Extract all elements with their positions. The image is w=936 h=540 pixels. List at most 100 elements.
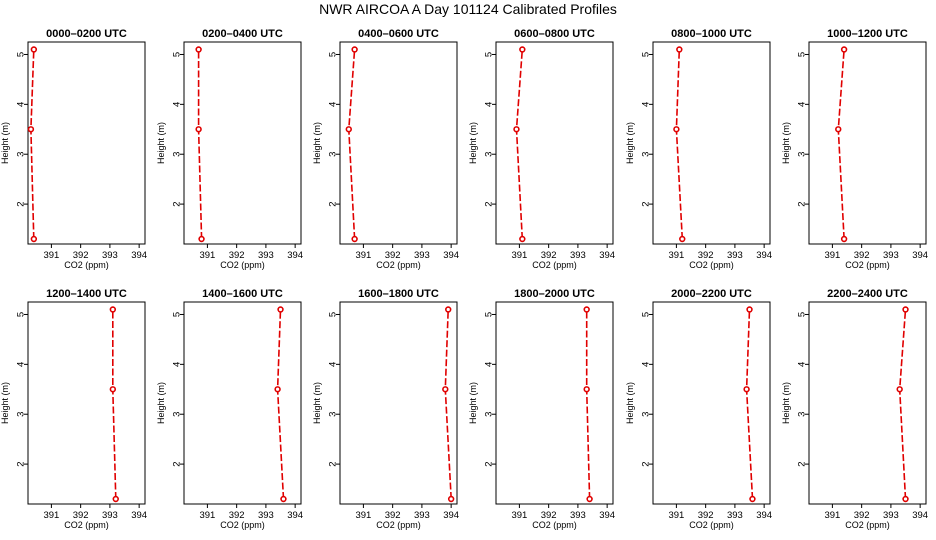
data-point [840,46,848,53]
plot-frame [339,41,458,245]
x-tick-label: 392 [854,250,870,261]
x-tick-label: 394 [756,510,772,521]
x-tick-label: 393 [102,510,118,521]
y-tick-label: 2 [327,461,338,466]
data-point [445,306,452,313]
data-point [583,306,590,313]
data-point [442,386,449,393]
y-tick-label: 2 [640,201,651,206]
x-tick-label: 393 [883,510,899,521]
plot-frame [808,301,927,505]
x-tick-label: 392 [698,250,714,261]
y-tick-label: 2 [15,201,26,206]
y-axis-label: Height (m) [0,382,10,424]
data-point [198,235,205,243]
x-axis-label: CO2 (ppm) [64,260,109,270]
x-tick-label: 392 [541,510,557,521]
x-axis-label: CO2 (ppm) [689,260,734,270]
x-tick-label: 392 [698,510,714,521]
x-tick-label: 393 [727,510,743,521]
x-tick-label: 394 [756,250,772,261]
y-tick-label: 5 [640,312,651,317]
panel-title: 0600–0800 UTC [514,28,595,40]
x-tick-label: 392 [385,510,401,521]
panel-title: 1400–1600 UTC [202,288,283,300]
profile-line [444,309,452,500]
profile-line [745,309,754,500]
data-point [280,495,287,503]
y-tick-label: 5 [171,52,182,57]
panel-3: 0400–0600 UTC 391 392 393 394 2 3 4 5 CO2 (ppm) He… [312,28,459,270]
x-tick-label: 392 [541,250,557,261]
panel-title: 0200–0400 UTC [202,28,283,40]
data-point [447,495,455,503]
data-point [586,495,593,503]
data-point [749,495,756,503]
y-axis-label: Height (m) [781,122,791,164]
x-tick-label: 393 [883,250,899,261]
plot-frame [339,301,458,505]
x-axis-label: CO2 (ppm) [845,520,890,530]
y-tick-label: 3 [171,152,182,157]
y-axis-label: Height (m) [468,382,478,424]
panel-title: 2200–2400 UTC [827,288,908,300]
panel-8: 1400–1600 UTC 391 392 393 394 2 3 4 5 CO2 (ppm) He… [156,288,303,530]
y-tick-label: 3 [640,152,651,157]
data-point [513,126,520,133]
y-axis-label: Height (m) [0,122,10,164]
panel-title: 0000–0200 UTC [46,28,127,40]
data-point [27,126,35,133]
y-tick-label: 2 [796,461,807,466]
x-tick-label: 394 [912,250,928,261]
y-tick-label: 3 [15,152,26,157]
y-tick-label: 4 [483,102,494,107]
y-tick-label: 5 [327,312,338,317]
data-point [195,126,202,133]
x-tick-label: 393 [570,510,586,521]
x-axis-label: CO2 (ppm) [845,260,890,270]
x-tick-label: 394 [912,510,928,521]
y-tick-label: 2 [483,201,494,206]
panel-title: 1000–1200 UTC [827,28,908,40]
panel-title: 1600–1800 UTC [358,288,439,300]
panel-6: 1000–1200 UTC 391 392 393 394 2 3 4 5 CO2 (ppm) He… [781,28,928,270]
y-axis-label: Height (m) [312,382,322,424]
y-tick-label: 5 [796,312,807,317]
y-tick-label: 4 [483,362,494,367]
profile-line [675,49,684,240]
x-axis-label: CO2 (ppm) [220,520,265,530]
data-point [274,386,281,393]
y-tick-label: 3 [327,412,338,417]
y-tick-label: 2 [171,461,182,466]
x-tick-label: 392 [229,510,245,521]
x-tick-label: 391 [199,510,215,521]
x-tick-label: 392 [385,250,401,261]
y-tick-label: 3 [483,152,494,157]
data-point [676,46,683,53]
plot-frame [183,41,302,245]
panel-title: 1200–1400 UTC [46,288,127,300]
x-tick-label: 394 [443,510,459,521]
y-tick-label: 4 [15,102,26,107]
x-tick-label: 393 [727,250,743,261]
plot-frame [652,301,771,505]
x-axis-label: CO2 (ppm) [689,520,734,530]
panel-11: 2000–2200 UTC 391 392 393 394 2 3 4 5 CO2 (ppm) He… [625,288,772,530]
y-tick-label: 2 [796,201,807,206]
y-tick-label: 5 [327,52,338,57]
x-tick-label: 393 [258,510,274,521]
profile-line [112,309,117,500]
data-point [277,306,284,313]
data-point [195,46,202,53]
profile-line [515,49,524,240]
data-point [673,126,680,133]
panel-title: 0400–0600 UTC [358,28,439,40]
y-axis-label: Height (m) [156,382,166,424]
profile-line [197,49,203,240]
x-axis-label: CO2 (ppm) [376,520,421,530]
x-tick-label: 391 [511,510,527,521]
profile-line [30,49,35,240]
y-tick-label: 3 [327,152,338,157]
profile-line [898,309,907,500]
profile-line [585,309,591,500]
